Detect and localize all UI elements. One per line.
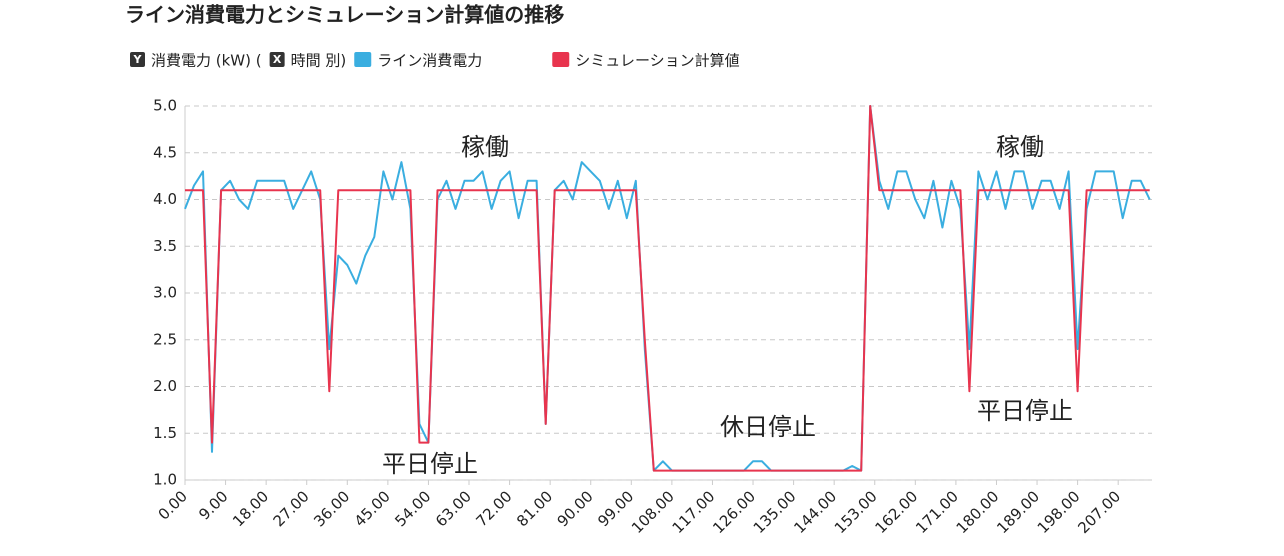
x-tick-label: 162.00	[871, 487, 921, 537]
x-tick-label: 117.00	[669, 487, 719, 537]
x-tick-label: 45.00	[351, 487, 394, 530]
x-tick-label: 207.00	[1074, 487, 1124, 537]
x-tick-label: 171.00	[912, 487, 962, 537]
annotation: 平日停止	[382, 450, 478, 478]
x-tick-label: 144.00	[790, 487, 840, 537]
x-tick-label: 63.00	[432, 487, 475, 530]
legend-badge-letter: Y	[133, 53, 143, 66]
legend-badge-letter: X	[273, 53, 282, 66]
series-line	[184, 105, 1151, 472]
x-tick-label: 72.00	[472, 487, 515, 530]
annotation: 平日停止	[977, 397, 1073, 425]
axis-label: 消費電力 (kW) (	[151, 52, 262, 70]
annotation: 休日停止	[720, 413, 816, 441]
y-tick-label: 5.0	[153, 97, 177, 115]
x-tick-label: 180.00	[953, 487, 1003, 537]
legend-swatch	[552, 52, 570, 67]
x-tick-label: 90.00	[554, 487, 597, 530]
y-tick-label: 1.0	[153, 471, 177, 489]
chart-title: ライン消費電力とシミュレーション計算値の推移	[125, 3, 564, 27]
x-tick-label: 198.00	[1034, 487, 1084, 537]
x-tick-label: 36.00	[310, 487, 353, 530]
legend-label: ライン消費電力	[377, 52, 482, 70]
annotation: 稼働	[996, 133, 1044, 161]
x-tick-label: 108.00	[628, 487, 678, 537]
x-tick-label: 153.00	[831, 487, 881, 537]
axis-label: 時間 別)	[291, 52, 347, 70]
y-tick-label: 4.0	[153, 190, 177, 208]
x-tick-label: 189.00	[993, 487, 1043, 537]
y-tick-label: 2.5	[153, 330, 177, 348]
y-tick-label: 3.5	[153, 237, 177, 255]
legend-label: シミュレーション計算値	[575, 52, 739, 70]
x-tick-label: 9.00	[195, 487, 231, 523]
x-tick-label: 135.00	[750, 487, 800, 537]
y-tick-label: 2.0	[153, 377, 177, 395]
series-line	[185, 105, 1150, 472]
legend-badge	[269, 52, 285, 67]
x-tick-label: 0.00	[155, 487, 191, 523]
legend-badge	[130, 52, 145, 67]
x-tick-label: 54.00	[391, 487, 434, 530]
y-tick-label: 1.5	[153, 424, 177, 442]
x-tick-label: 18.00	[229, 487, 272, 530]
x-tick-label: 126.00	[709, 487, 759, 537]
y-tick-label: 4.5	[153, 143, 177, 161]
y-tick-label: 3.0	[153, 284, 177, 302]
annotation: 稼働	[461, 133, 509, 161]
legend-swatch	[354, 52, 372, 67]
x-tick-label: 81.00	[513, 487, 556, 530]
x-tick-label: 27.00	[270, 487, 313, 530]
